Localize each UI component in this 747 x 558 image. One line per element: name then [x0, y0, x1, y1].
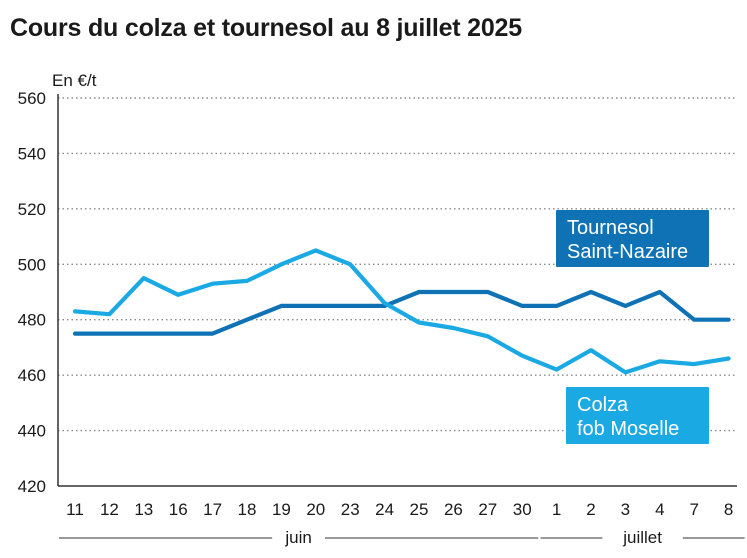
x-tick-label: 3	[621, 500, 630, 519]
x-tick-label: 4	[655, 500, 664, 519]
x-tick-label: 8	[724, 500, 733, 519]
x-tick-label: 27	[478, 500, 497, 519]
x-tick-label: 24	[375, 500, 394, 519]
legend-label: fob Moselle	[577, 418, 679, 440]
month-label: juillet	[622, 528, 662, 547]
x-tick-label: 23	[341, 500, 360, 519]
y-tick-label: 440	[18, 422, 46, 441]
chart-title: Cours du colza et tournesol au 8 juillet…	[10, 14, 522, 42]
x-tick-label: 26	[444, 500, 463, 519]
x-tick-label: 1	[552, 500, 561, 519]
x-tick-label: 16	[169, 500, 188, 519]
y-tick-label: 560	[18, 89, 46, 108]
x-tick-label: 30	[513, 500, 532, 519]
y-tick-labels: 560 540 520 500 480 460 440 420	[18, 89, 46, 496]
month-labels: juin juillet	[59, 528, 745, 547]
x-tick-label: 7	[689, 500, 698, 519]
y-tick-label: 540	[18, 144, 46, 163]
y-tick-label: 520	[18, 200, 46, 219]
y-tick-label: 500	[18, 255, 46, 274]
y-axis-unit-label: En €/t	[52, 71, 97, 90]
series-line-tournesol	[72, 289, 731, 336]
x-tick-label: 18	[238, 500, 257, 519]
month-label: juin	[284, 528, 311, 547]
x-tick-label: 20	[306, 500, 325, 519]
series-lines	[72, 248, 731, 375]
x-tick-label: 12	[100, 500, 119, 519]
x-tick-label: 19	[272, 500, 291, 519]
x-tick-labels: 11 12 13 16 17 18 19 20 23 24 25 26 27 30 1 2 3 4 7 8	[66, 500, 733, 519]
x-tick-label: 17	[203, 500, 222, 519]
series-line-colza	[72, 248, 731, 375]
y-tick-label: 460	[18, 366, 46, 385]
x-tick-label: 11	[66, 500, 84, 519]
x-tick-label: 13	[134, 500, 153, 519]
legend-box	[556, 210, 709, 267]
legend-label: Saint-Nazaire	[567, 241, 688, 263]
axes	[57, 94, 737, 487]
legend-label: Colza	[577, 394, 629, 416]
y-tick-label: 420	[18, 477, 46, 496]
legend-label: Tournesol	[567, 217, 654, 239]
y-tick-label: 480	[18, 311, 46, 330]
x-tick-label: 25	[410, 500, 429, 519]
legend-box	[566, 387, 709, 444]
gridlines	[58, 97, 737, 432]
x-tick-label: 2	[586, 500, 595, 519]
